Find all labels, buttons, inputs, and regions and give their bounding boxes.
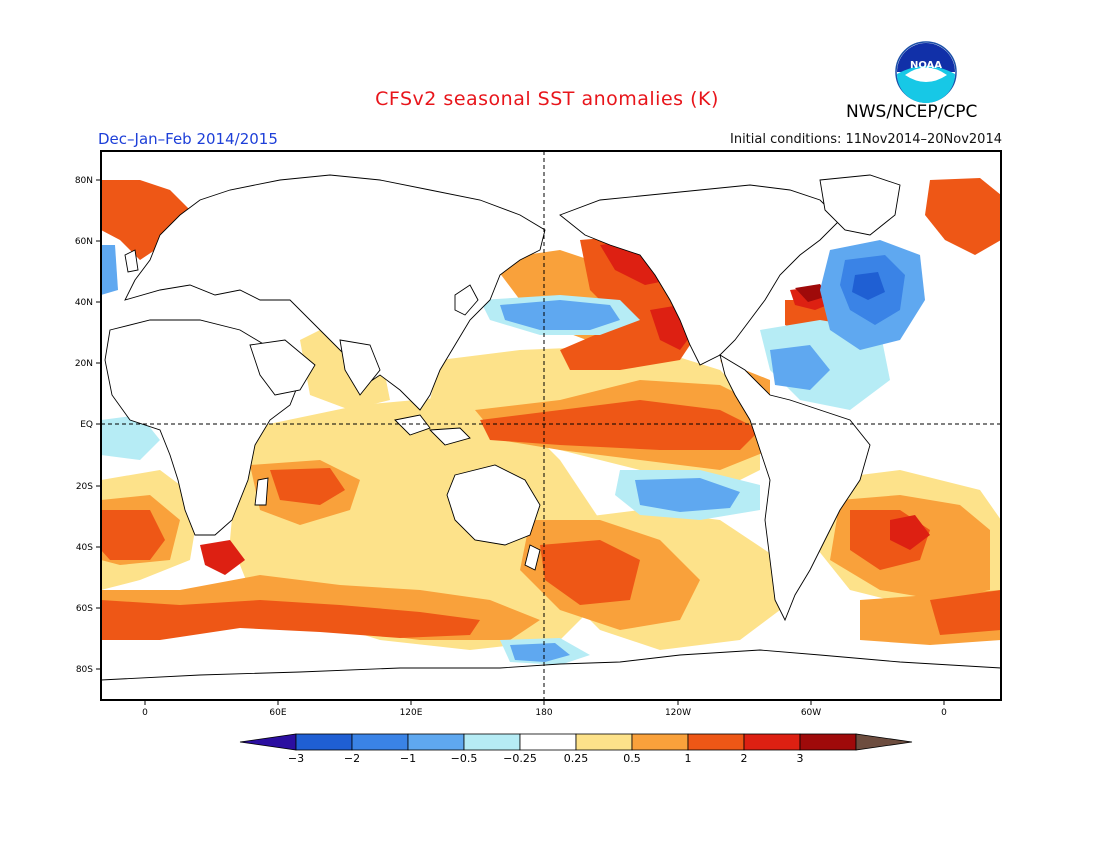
very-strong-negative-anomaly <box>852 272 885 300</box>
latitude-labels: 80N 60N 40N 20N EQ 20S 40S 60S 80S <box>75 176 93 675</box>
chart-title: CFSv2 seasonal SST anomalies (K) <box>0 88 1100 110</box>
lat-label: 40S <box>76 543 93 553</box>
lat-label: 80N <box>75 176 93 186</box>
colorbar-segment <box>575 733 633 751</box>
longitude-labels: 0 60E 120E 180 120W 60W 0 <box>142 708 947 718</box>
anomaly-field <box>101 151 1001 700</box>
lon-label: 60E <box>269 708 286 718</box>
lat-label: 20S <box>76 482 93 492</box>
lon-label: 120W <box>665 708 691 718</box>
colorbar-label: 3 <box>797 752 804 765</box>
colorbar-label: 2 <box>741 752 748 765</box>
colorbar-label: 1 <box>685 752 692 765</box>
lat-label: 20N <box>75 359 93 369</box>
colorbar-segment <box>351 733 409 751</box>
title-text: CFSv2 seasonal SST anomalies (K) <box>375 88 719 110</box>
lon-label: 0 <box>941 708 947 718</box>
lat-label: 80S <box>76 665 93 675</box>
logo-text: NOAA <box>910 60 942 71</box>
colorbar-segment <box>407 733 465 751</box>
agency-label: NWS/NCEP/CPC <box>846 102 978 122</box>
lat-label: 60N <box>75 237 93 247</box>
colorbar-segment <box>631 733 689 751</box>
axis-ticks <box>96 179 945 705</box>
continents <box>101 174 1001 700</box>
lon-label: 180 <box>535 708 552 718</box>
initial-conditions-label: Initial conditions: 11Nov2014–20Nov2014 <box>730 132 1002 147</box>
colorbar-segment <box>799 733 857 751</box>
lat-label: EQ <box>80 420 93 430</box>
colorbar-segment <box>463 733 521 751</box>
colorbar: −3 −2 −1 −0.5 −0.25 0.25 0.5 1 2 3 <box>239 733 913 765</box>
colorbar-min-arrow <box>239 733 297 751</box>
noaa-logo-icon: NOAA <box>895 41 957 103</box>
colorbar-label: 0.5 <box>623 752 641 765</box>
map-frame <box>100 150 1002 701</box>
lon-label: 0 <box>142 708 148 718</box>
lat-label: 60S <box>76 604 93 614</box>
colorbar-max-arrow <box>855 733 913 751</box>
lon-label: 120E <box>400 708 423 718</box>
extreme-positive-anomaly <box>795 284 828 302</box>
colorbar-segment <box>295 733 353 751</box>
colorbar-label: −1 <box>400 752 416 765</box>
colorbar-segment <box>743 733 801 751</box>
lat-label: 40N <box>75 298 93 308</box>
colorbar-segment <box>519 733 577 751</box>
colorbar-label: −3 <box>288 752 304 765</box>
colorbar-label: −2 <box>344 752 360 765</box>
colorbar-label: 0.25 <box>564 752 589 765</box>
lon-label: 60W <box>801 708 821 718</box>
colorbar-segment <box>687 733 745 751</box>
colorbar-label: −0.25 <box>503 752 537 765</box>
season-label: Dec–Jan–Feb 2014/2015 <box>98 130 278 148</box>
colorbar-label: −0.5 <box>451 752 478 765</box>
